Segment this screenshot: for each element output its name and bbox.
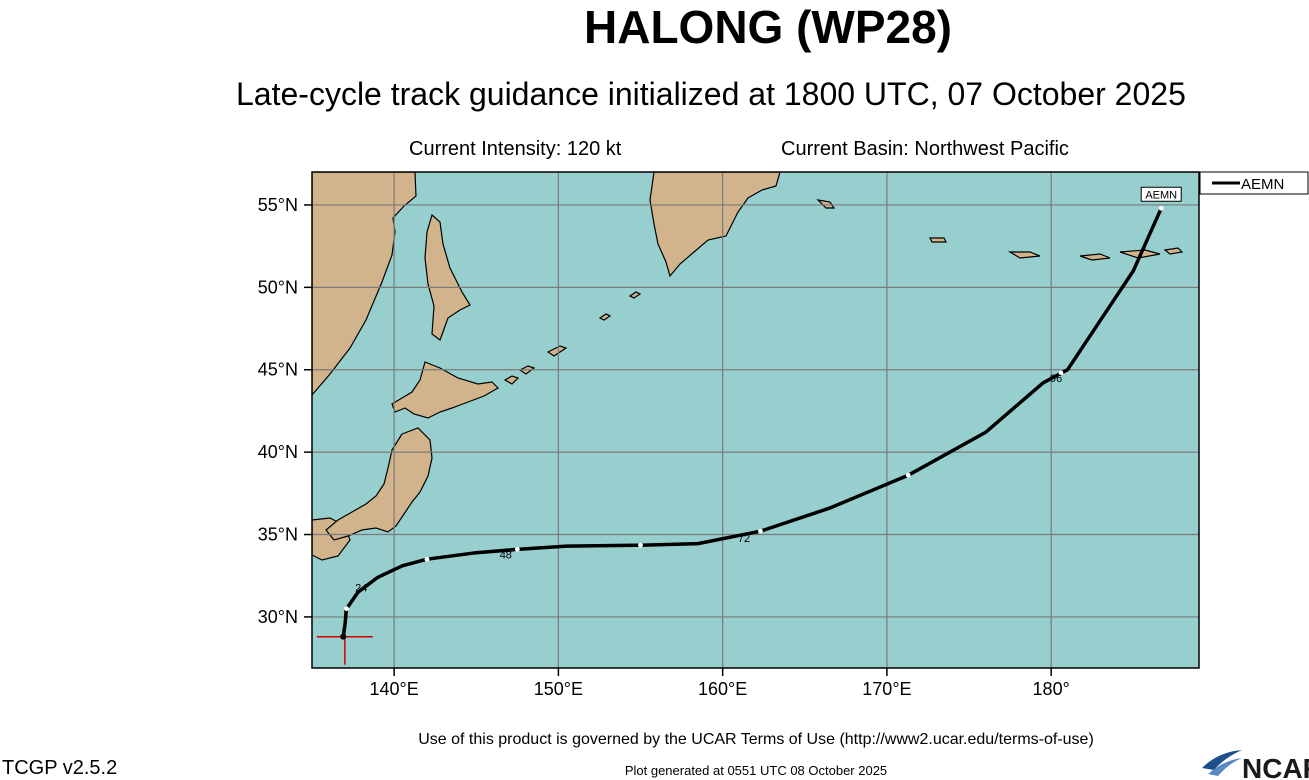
land-kuril-3 — [546, 345, 568, 357]
tick-label-lon-160: 160°E — [698, 679, 747, 699]
tau-label-96: 96 — [1050, 373, 1062, 385]
land-aleutian-2 — [1007, 251, 1041, 259]
plot-frame — [311, 171, 1200, 669]
land-asia-mainland — [312, 172, 417, 396]
legend: AEMN — [1199, 171, 1309, 195]
tick-label-lat-50: 50°N — [258, 277, 298, 297]
tau-label-24: 24 — [355, 582, 367, 594]
guidance-subtitle: Late-cycle track guidance initialized at… — [236, 76, 1186, 112]
tick-label-lon-170: 170°E — [862, 679, 911, 699]
land-kuril-4 — [598, 313, 612, 321]
storm-title: HALONG (WP28) — [584, 1, 952, 53]
ocean-background — [312, 172, 1199, 668]
legend-box — [1199, 171, 1309, 195]
tick-label-lat-40: 40°N — [258, 442, 298, 462]
land-aleutian-3 — [1079, 253, 1111, 261]
tau-label-48: 48 — [500, 549, 512, 561]
track-point-2 — [514, 546, 520, 552]
current-intensity: Current Intensity: 120 kt — [409, 138, 622, 160]
axis-labels: 140°E 150°E 160°E 170°E 180° 30°N 35°N 40°N 45°N… — [258, 195, 1070, 699]
tick-label-lat-30: 30°N — [258, 607, 298, 627]
track-point-7 — [1158, 205, 1164, 211]
ncar-logo: NCAR — [1202, 750, 1309, 780]
tick-label-lon-150: 150°E — [534, 679, 583, 699]
land-kuril-1 — [503, 375, 520, 385]
tick-label-lat-45: 45°N — [258, 360, 298, 380]
land-hokkaido — [391, 361, 499, 419]
plot-generated-label: Plot generated at 0551 UTC 08 October 20… — [624, 763, 888, 778]
tick-label-lat-55: 55°N — [258, 195, 298, 215]
track-point-5 — [905, 472, 911, 478]
tau-label-72: 72 — [738, 533, 750, 545]
graticule — [312, 172, 1199, 668]
track-point-1 — [424, 556, 430, 562]
track-end-label: AEMN — [1145, 189, 1177, 201]
track-layer: 24 48 72 96 AEMN — [316, 186, 1182, 665]
ncar-logo-swoosh-icon — [1202, 750, 1242, 776]
tick-label-lat-35: 35°N — [258, 525, 298, 545]
land-honshu — [325, 427, 433, 541]
land-aleutian-5 — [1163, 247, 1184, 255]
tick-label-lon-180: 180° — [1033, 679, 1070, 699]
track-point-0 — [344, 606, 349, 612]
track-point-6 — [1058, 370, 1064, 376]
svg-text:NCAR: NCAR — [1242, 753, 1309, 780]
land-sakhalin — [424, 213, 471, 341]
tick-label-lon-140: 140°E — [370, 679, 419, 699]
track-point-4 — [758, 528, 763, 534]
track-start-point — [340, 633, 347, 640]
track-end-label-box — [1140, 186, 1182, 202]
current-basin: Current Basin: Northwest Pacific — [781, 138, 1069, 160]
terms-of-use: Use of this product is governed by the U… — [418, 731, 1094, 748]
land-masses — [312, 172, 1184, 561]
version-label: TCGP v2.5.2 — [2, 757, 118, 779]
land-kuril-5 — [628, 291, 642, 299]
land-aleutian-1 — [929, 237, 947, 243]
track-point-3 — [638, 542, 643, 548]
legend-label-aemn: AEMN — [1241, 176, 1284, 193]
land-kamchatka — [649, 172, 781, 278]
